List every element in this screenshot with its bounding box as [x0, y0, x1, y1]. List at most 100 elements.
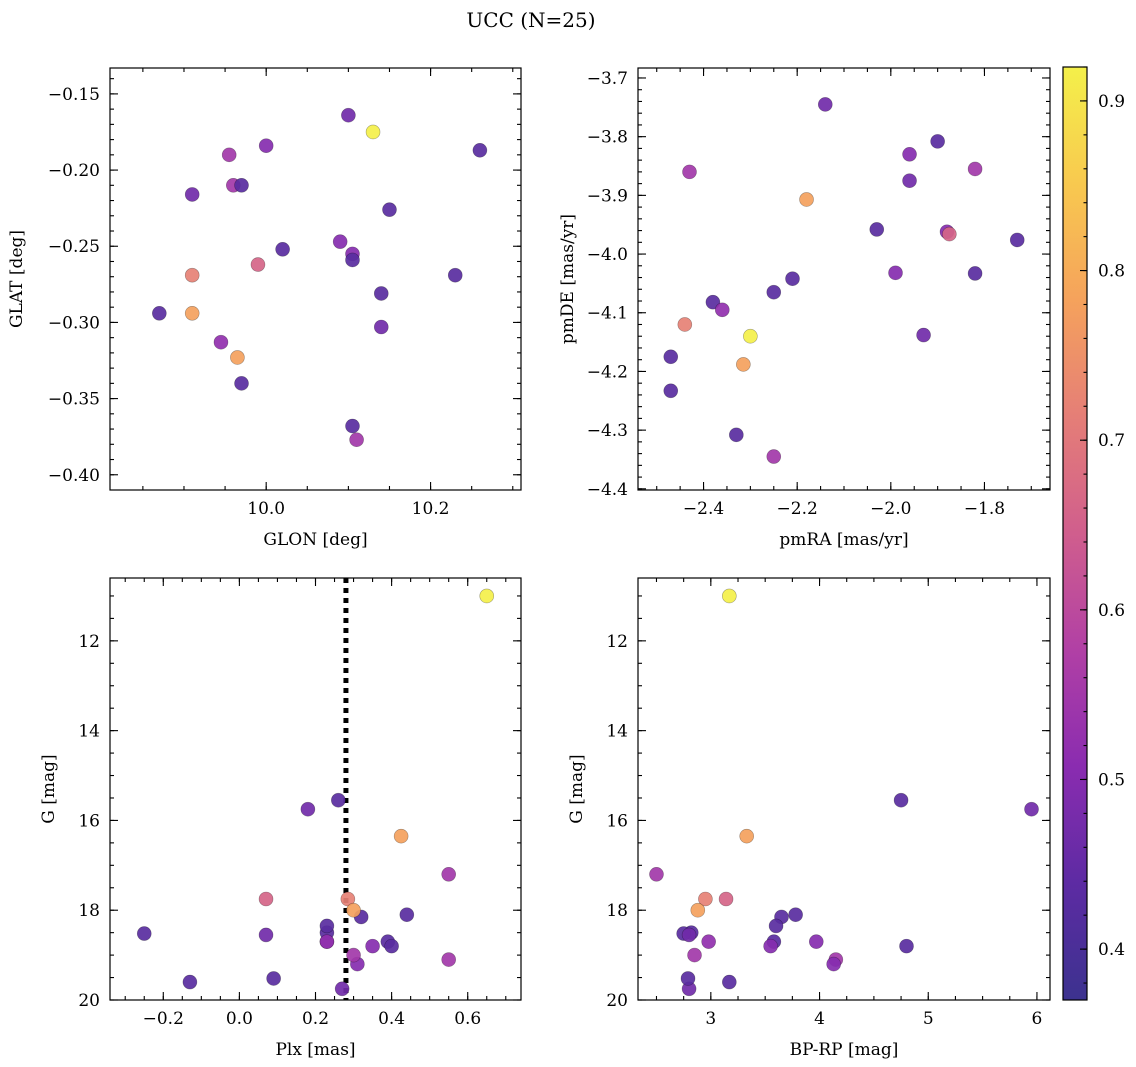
data-point [817, 97, 833, 112]
data-point [788, 907, 803, 923]
data-point [479, 588, 495, 604]
data-point [213, 334, 229, 350]
data-point [373, 286, 389, 301]
axes-frame [637, 67, 1051, 491]
data-point [916, 327, 931, 343]
x-axis-label: BP-RP [mag] [790, 1040, 899, 1060]
data-point [331, 792, 346, 808]
scatter-plx-g: −0.2 0.0 0.2 0.4 0.6 12 14 16 18 20 Plx [mas] G [ma… [39, 577, 522, 1060]
points [136, 588, 495, 997]
y-tick-label: −4.3 [587, 421, 628, 441]
y-tick-label: −0.40 [48, 466, 100, 486]
data-point [345, 418, 360, 434]
colorbar-gradient [1063, 67, 1087, 1000]
data-point [221, 147, 237, 163]
data-point [677, 317, 693, 332]
axes-frame [109, 67, 522, 491]
data-point [785, 271, 800, 287]
y-tick-label: −3.9 [587, 186, 628, 206]
colorbar: 0.4 0.5 0.6 0.7 0.8 0.9 [1062, 66, 1125, 1001]
data-point [341, 107, 356, 123]
y-tick-label: 18 [78, 901, 100, 921]
data-point [182, 974, 198, 990]
data-point [698, 891, 713, 907]
colorbar-tick-label: 0.4 [1098, 940, 1125, 960]
data-point [888, 265, 903, 281]
points [649, 588, 1039, 997]
data-point [718, 891, 734, 907]
data-point [275, 241, 290, 257]
data-point [1024, 801, 1039, 817]
data-point [399, 907, 415, 923]
data-point [722, 974, 737, 990]
data-point [893, 792, 909, 808]
data-point [930, 134, 945, 149]
data-point [349, 432, 364, 448]
y-tick-label: 14 [78, 722, 100, 742]
colorbar-tick-label: 0.6 [1098, 601, 1125, 621]
data-point [382, 202, 397, 217]
x-tick-label: 4 [814, 1009, 825, 1029]
x-tick-label: 0.6 [454, 1009, 481, 1029]
axes-frame [637, 577, 1051, 1001]
x-axis-label: pmRA [mas/yr] [779, 530, 908, 550]
data-point [365, 938, 380, 954]
points [152, 107, 488, 448]
data-point [799, 192, 814, 207]
x-tick-label: −2.4 [683, 499, 724, 519]
data-point [345, 252, 360, 268]
data-point [768, 918, 784, 934]
y-axis-label: G [mag] [567, 754, 587, 823]
y-tick-label: 16 [78, 811, 100, 831]
x-tick-label: 5 [923, 1009, 934, 1029]
data-point [373, 319, 389, 335]
data-point [472, 142, 488, 158]
data-point [736, 357, 751, 372]
colorbar-tick-label: 0.7 [1098, 431, 1125, 451]
x-tick-label: 0.2 [302, 1009, 329, 1029]
y-tick-label: −4.1 [587, 304, 628, 324]
data-point [826, 956, 841, 972]
y-tick-label: −3.7 [587, 69, 628, 89]
x-tick-label: 6 [1032, 1009, 1043, 1029]
data-point [729, 427, 744, 443]
data-point [332, 234, 348, 249]
y-tick-label: −0.20 [48, 161, 100, 181]
data-point [340, 891, 356, 907]
data-point [680, 971, 696, 986]
x-tick-label: 0.4 [378, 1009, 405, 1029]
y-tick-label: −4.0 [587, 245, 628, 265]
data-point [346, 947, 361, 963]
data-point [739, 828, 755, 844]
data-point [663, 383, 679, 399]
data-point [441, 952, 456, 967]
data-point [441, 866, 456, 882]
data-point [258, 927, 274, 943]
data-point [136, 926, 152, 941]
data-point [899, 938, 914, 954]
y-axis-label: pmDE [mas/yr] [558, 214, 578, 344]
data-point [967, 161, 983, 177]
colorbar-tick-label: 0.9 [1098, 92, 1125, 112]
data-point [184, 267, 200, 283]
data-point [705, 294, 721, 310]
y-tick-label: 20 [78, 991, 100, 1011]
data-point [365, 124, 381, 140]
x-tick-label: 10.0 [247, 499, 285, 519]
data-point [902, 173, 917, 188]
data-point [319, 934, 335, 949]
y-tick-label: −0.30 [48, 313, 100, 333]
y-tick-label: 14 [606, 722, 628, 742]
data-point [967, 266, 983, 281]
colorbar-tick-label: 0.5 [1098, 770, 1125, 790]
y-tick-label: −0.35 [48, 390, 100, 410]
data-point [393, 828, 409, 844]
y-tick-label: −0.15 [48, 85, 100, 105]
data-point [766, 449, 782, 464]
y-tick-label: 16 [606, 811, 628, 831]
x-tick-label: 0.0 [226, 1009, 253, 1029]
y-tick-label: −0.25 [48, 237, 100, 257]
y-tick-label: −3.8 [587, 128, 628, 148]
figure-title: UCC (N=25) [466, 8, 595, 32]
